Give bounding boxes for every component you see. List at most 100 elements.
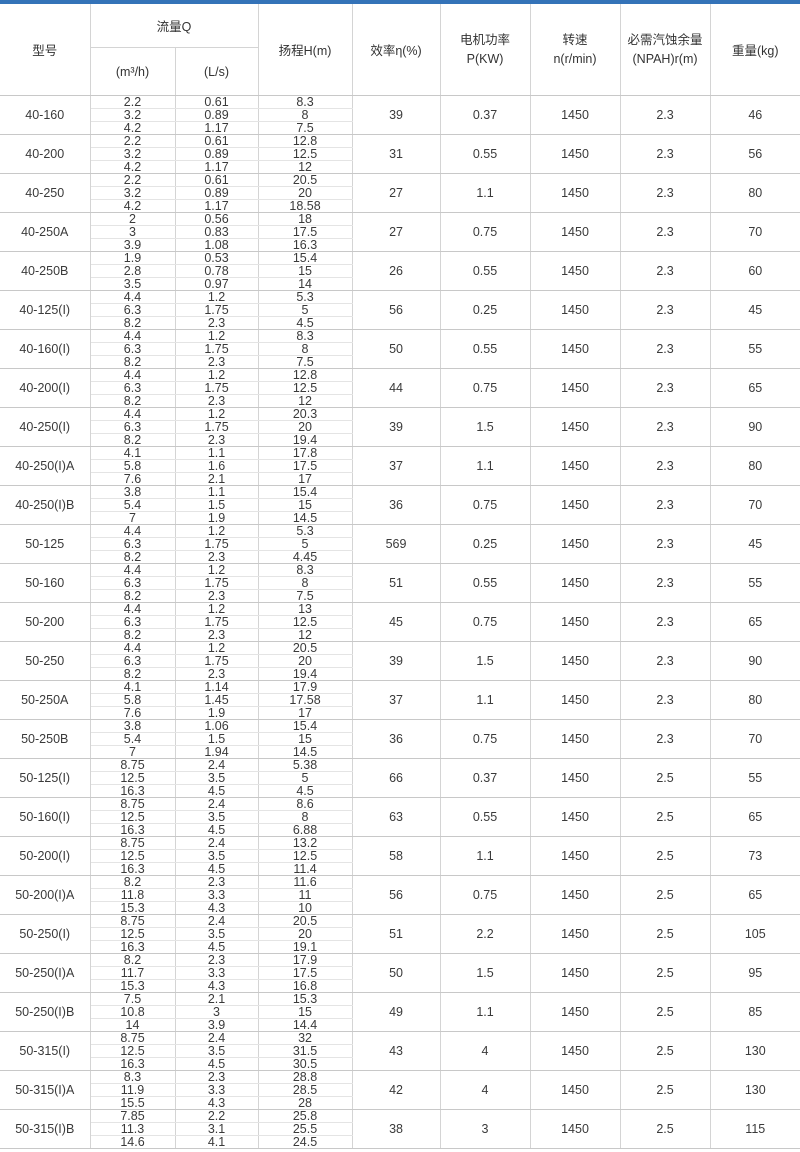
- head-cell: 8.3: [258, 95, 353, 109]
- head-cell: 16.8: [258, 979, 353, 993]
- flow-m3h-cell: 15.5: [90, 1096, 176, 1110]
- flow-m3h-cell: 16.3: [90, 823, 176, 837]
- weight-cell: 45: [710, 290, 800, 330]
- head-cell: 17.5: [258, 459, 353, 473]
- speed-cell: 1450: [530, 95, 621, 135]
- table-row: 7 1.9 14.5: [0, 511, 800, 525]
- flow-m3h-cell: 4.4: [90, 641, 176, 655]
- flow-m3h-cell: 1.9: [90, 251, 176, 265]
- flow-m3h-cell: 3: [90, 225, 176, 239]
- model-cell: 40-125(I): [0, 290, 91, 330]
- flow-m3h-cell: 4.1: [90, 446, 176, 460]
- flow-ls-cell: 2.3: [175, 875, 259, 889]
- power-cell: 0.75: [440, 602, 531, 642]
- flow-m3h-cell: 3.5: [90, 277, 176, 291]
- flow-ls-cell: 1.2: [175, 563, 259, 577]
- head-cell: 17.5: [258, 966, 353, 980]
- flow-m3h-cell: 7.5: [90, 992, 176, 1006]
- flow-m3h-cell: 12.5: [90, 927, 176, 941]
- power-cell: 0.55: [440, 329, 531, 369]
- table-row: 8.2 2.3 19.4: [0, 667, 800, 681]
- table-row: 6.3 1.75 12.5: [0, 615, 800, 629]
- flow-m3h-cell: 7: [90, 511, 176, 525]
- flow-ls-cell: 1.94: [175, 745, 259, 759]
- flow-ls-cell: 1.45: [175, 693, 259, 707]
- table-row: 40-250 2.2 0.61 20.5 27 1.1 1450 2.3 80: [0, 173, 800, 213]
- flow-m3h-cell: 11.8: [90, 888, 176, 902]
- flow-ls-cell: 1.9: [175, 706, 259, 720]
- table-row: 2.8 0.78 15: [0, 264, 800, 278]
- weight-cell: 45: [710, 524, 800, 564]
- flow-ls-cell: 2.4: [175, 758, 259, 772]
- head-cell: 20: [258, 927, 353, 941]
- power-cell: 1.1: [440, 680, 531, 720]
- table-row: 6.3 1.75 20: [0, 654, 800, 668]
- table-row: 12.5 3.5 31.5: [0, 1044, 800, 1058]
- flow-ls-cell: 1.17: [175, 199, 259, 213]
- flow-ls-cell: 3.5: [175, 1044, 259, 1058]
- head-cell: 17.5: [258, 225, 353, 239]
- flow-ls-cell: 0.89: [175, 186, 259, 200]
- head-cell: 7.5: [258, 121, 353, 135]
- weight-cell: 95: [710, 953, 800, 993]
- flow-ls-cell: 2.4: [175, 1031, 259, 1045]
- flow-m3h-cell: 14: [90, 1018, 176, 1032]
- head-cell: 11: [258, 888, 353, 902]
- speed-cell: 1450: [530, 836, 621, 876]
- header-npsh-line2: (NPAH)r(m): [632, 51, 698, 66]
- table-row: 16.3 4.5 30.5: [0, 1057, 800, 1071]
- head-cell: 32: [258, 1031, 353, 1045]
- header-npsh: 必需汽蚀余量 (NPAH)r(m): [620, 4, 711, 96]
- flow-ls-cell: 2.3: [175, 394, 259, 408]
- efficiency-cell: 51: [352, 563, 441, 603]
- flow-ls-cell: 1.2: [175, 368, 259, 382]
- flow-m3h-cell: 8.2: [90, 433, 176, 447]
- efficiency-cell: 44: [352, 368, 441, 408]
- model-cell: 50-125: [0, 524, 91, 564]
- flow-m3h-cell: 12.5: [90, 771, 176, 785]
- head-cell: 17.9: [258, 953, 353, 967]
- table-row: 5.8 1.6 17.5: [0, 459, 800, 473]
- flow-m3h-cell: 7.6: [90, 472, 176, 486]
- table-row: 8.2 2.3 4.45: [0, 550, 800, 564]
- flow-m3h-cell: 10.8: [90, 1005, 176, 1019]
- flow-ls-cell: 2.3: [175, 667, 259, 681]
- head-cell: 14.5: [258, 745, 353, 759]
- pump-spec-table: 型号 流量Q 扬程H(m) 效率η(%) 电机功率 P(KW) 转速 n(r/m…: [0, 4, 800, 1149]
- efficiency-cell: 39: [352, 641, 441, 681]
- model-cell: 40-250(I)A: [0, 446, 91, 486]
- flow-ls-cell: 4.3: [175, 1096, 259, 1110]
- head-cell: 25.5: [258, 1122, 353, 1136]
- table-row: 7 1.94 14.5: [0, 745, 800, 759]
- head-cell: 13: [258, 602, 353, 616]
- flow-m3h-cell: 4.2: [90, 160, 176, 174]
- flow-m3h-cell: 5.4: [90, 498, 176, 512]
- flow-m3h-cell: 8.2: [90, 394, 176, 408]
- head-cell: 15.3: [258, 992, 353, 1006]
- model-cell: 40-250: [0, 173, 91, 213]
- flow-m3h-cell: 6.3: [90, 303, 176, 317]
- power-cell: 4: [440, 1070, 531, 1110]
- flow-m3h-cell: 4.4: [90, 602, 176, 616]
- model-cell: 50-200(I)A: [0, 875, 91, 915]
- table-row: 15.3 4.3 10: [0, 901, 800, 915]
- npsh-cell: 2.3: [620, 329, 711, 369]
- npsh-cell: 2.5: [620, 1109, 711, 1149]
- flow-ls-cell: 2.3: [175, 1070, 259, 1084]
- power-cell: 0.37: [440, 95, 531, 135]
- table-row: 50-250 4.4 1.2 20.5 39 1.5 1450 2.3 90: [0, 641, 800, 681]
- flow-m3h-cell: 7.6: [90, 706, 176, 720]
- flow-ls-cell: 4.5: [175, 823, 259, 837]
- efficiency-cell: 43: [352, 1031, 441, 1071]
- power-cell: 1.5: [440, 641, 531, 681]
- head-cell: 14.4: [258, 1018, 353, 1032]
- weight-cell: 56: [710, 134, 800, 174]
- table-row: 15.3 4.3 16.8: [0, 979, 800, 993]
- flow-m3h-cell: 2.2: [90, 173, 176, 187]
- power-cell: 0.55: [440, 251, 531, 291]
- table-row: 5.8 1.45 17.58: [0, 693, 800, 707]
- weight-cell: 55: [710, 329, 800, 369]
- flow-m3h-cell: 8.2: [90, 875, 176, 889]
- table-row: 50-250B 3.8 1.06 15.4 36 0.75 1450 2.3 70: [0, 719, 800, 759]
- head-cell: 12.5: [258, 849, 353, 863]
